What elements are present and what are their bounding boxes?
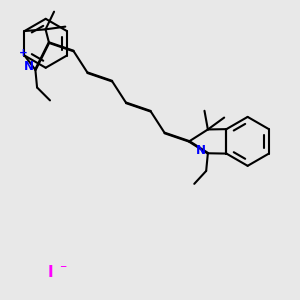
Text: +: + <box>18 48 27 58</box>
Text: N: N <box>195 144 206 157</box>
Text: N: N <box>24 60 34 73</box>
Text: I: I <box>48 265 54 280</box>
Text: ⁻: ⁻ <box>59 262 66 276</box>
